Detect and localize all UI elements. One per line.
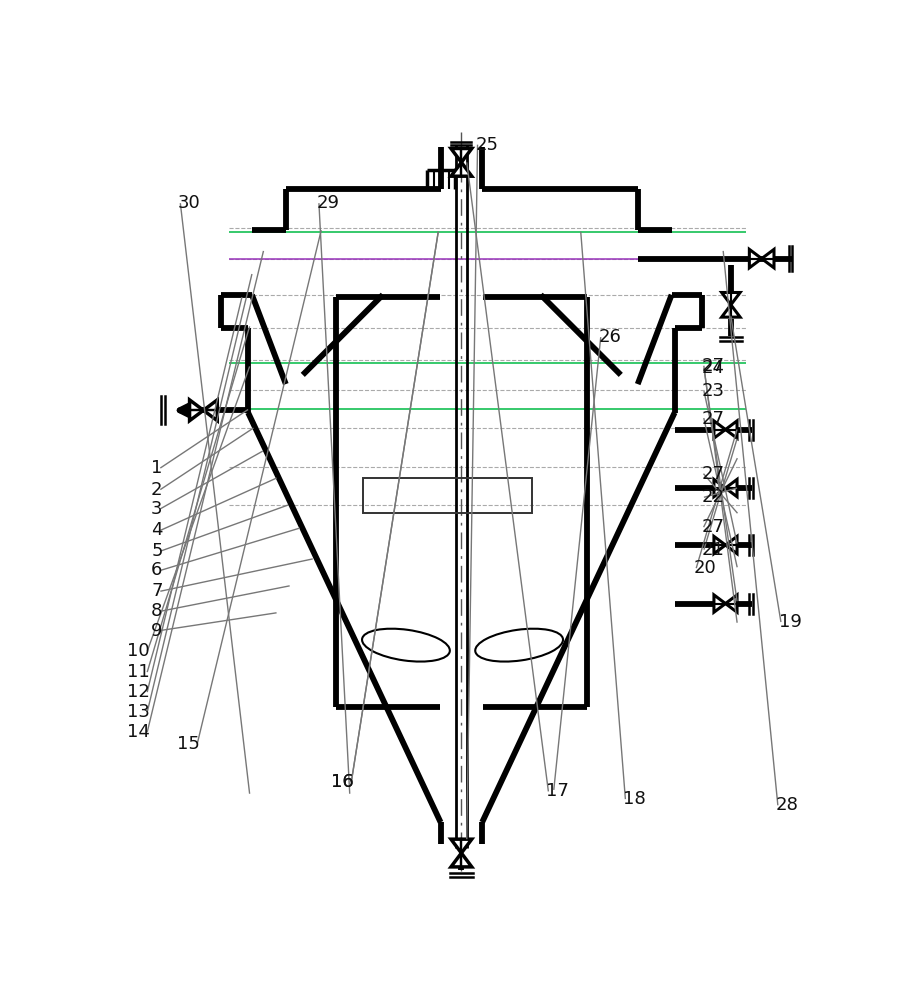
Text: 27: 27	[702, 465, 724, 483]
Text: 15: 15	[177, 735, 200, 753]
Polygon shape	[750, 249, 761, 268]
Polygon shape	[189, 400, 204, 421]
Text: 4: 4	[151, 521, 162, 539]
Text: 12: 12	[127, 683, 150, 701]
Text: 9: 9	[151, 622, 162, 640]
Polygon shape	[722, 292, 740, 305]
Text: 21: 21	[702, 541, 724, 559]
Text: 10: 10	[127, 642, 150, 660]
Text: 27: 27	[702, 410, 724, 428]
Text: 20: 20	[694, 559, 716, 577]
Text: 29: 29	[316, 194, 340, 212]
Text: 14: 14	[127, 723, 150, 741]
Text: 3: 3	[151, 500, 162, 518]
Polygon shape	[761, 249, 774, 268]
Polygon shape	[725, 479, 737, 497]
Polygon shape	[451, 853, 472, 867]
Polygon shape	[451, 839, 472, 853]
Text: 13: 13	[127, 703, 150, 721]
Text: 28: 28	[776, 796, 798, 814]
Text: 5: 5	[151, 542, 162, 560]
Text: 27: 27	[702, 357, 724, 375]
Text: 26: 26	[598, 328, 622, 346]
Polygon shape	[714, 536, 725, 554]
Text: 16: 16	[331, 773, 353, 791]
Text: 17: 17	[546, 782, 569, 800]
Text: 27: 27	[702, 518, 724, 536]
Text: 23: 23	[702, 382, 724, 400]
Polygon shape	[725, 421, 737, 438]
Text: 30: 30	[178, 194, 201, 212]
Text: 25: 25	[475, 136, 498, 154]
Polygon shape	[204, 400, 217, 421]
Polygon shape	[722, 305, 740, 317]
Text: 18: 18	[623, 790, 646, 808]
Polygon shape	[714, 595, 725, 612]
Bar	[363, 478, 532, 513]
Text: 7: 7	[151, 582, 162, 600]
Polygon shape	[714, 421, 725, 438]
Text: 6: 6	[151, 561, 162, 579]
Text: 24: 24	[702, 359, 724, 377]
Polygon shape	[725, 536, 737, 554]
Polygon shape	[451, 162, 472, 176]
Polygon shape	[451, 148, 472, 162]
Polygon shape	[714, 479, 725, 497]
Text: 1: 1	[151, 459, 162, 477]
Text: 8: 8	[151, 602, 162, 620]
Text: 19: 19	[778, 613, 802, 631]
Text: 16: 16	[331, 773, 353, 791]
Text: 22: 22	[702, 488, 724, 506]
Text: 2: 2	[151, 481, 162, 499]
Polygon shape	[725, 595, 737, 612]
Text: 11: 11	[127, 663, 150, 681]
